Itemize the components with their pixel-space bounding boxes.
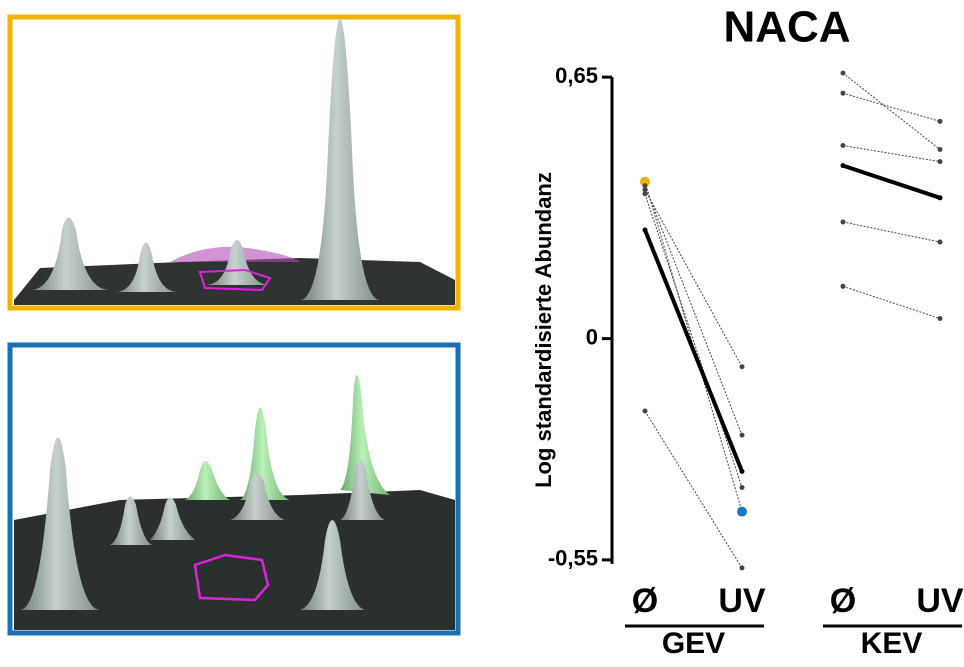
data-point (841, 284, 846, 289)
data-point (841, 71, 846, 76)
series-line (843, 146, 940, 162)
series-line (843, 73, 940, 149)
series-line (843, 222, 940, 242)
data-point (841, 91, 846, 96)
y-tick-label: 0 (586, 324, 598, 349)
data-point (643, 409, 648, 414)
group-label: KEV (861, 627, 923, 660)
x-tick-label: Ø (830, 582, 856, 620)
spot-image-bottom (10, 345, 458, 633)
series-line (645, 186, 742, 435)
data-point (740, 469, 745, 474)
x-tick-label: UV (916, 582, 964, 620)
series-line (843, 286, 940, 318)
data-point (740, 364, 745, 369)
data-point (841, 219, 846, 224)
data-point (938, 119, 943, 124)
data-point (740, 565, 745, 570)
data-point (740, 433, 745, 438)
data-point (841, 163, 846, 168)
data-point (841, 143, 846, 148)
y-tick-label: 0,65 (555, 63, 598, 88)
y-tick-label: -0,55 (548, 546, 598, 571)
data-point (938, 159, 943, 164)
data-point (938, 240, 943, 245)
data-point (643, 227, 648, 232)
data-point (938, 316, 943, 321)
series-line (843, 93, 940, 121)
data-point (737, 507, 747, 517)
data-point (938, 147, 943, 152)
x-tick-label: Ø (632, 582, 658, 620)
chart-title: NACA (723, 3, 850, 52)
x-tick-label: UV (718, 582, 766, 620)
data-point (643, 191, 648, 196)
group-label: GEV (662, 627, 725, 660)
data-point (740, 485, 745, 490)
spot-image-top (10, 17, 458, 308)
y-axis-label: Log standardisierte Abundanz (531, 172, 556, 488)
figure: NACA Log standardisierte Abundanz 0,65 0 -… (0, 0, 964, 662)
series-line (843, 166, 940, 198)
data-point (643, 183, 648, 188)
data-point (938, 195, 943, 200)
